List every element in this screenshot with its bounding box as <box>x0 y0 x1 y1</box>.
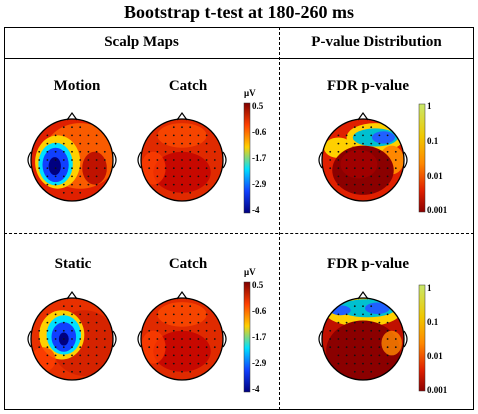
p-tick: 0.001 <box>427 385 448 395</box>
column-header-p-value-distribution: P-value Distribution <box>311 34 442 50</box>
scalp-map-motion <box>27 111 117 202</box>
p-tick: 0.1 <box>427 317 439 327</box>
header-separator <box>4 58 474 59</box>
map-label-static: Static <box>54 256 92 272</box>
amp-tick: -0.6 <box>252 127 267 137</box>
map-label-fdr-p-value-2: FDR p-value <box>326 256 410 272</box>
p-tick: 1 <box>427 101 432 111</box>
amp-tick: -1.7 <box>252 153 267 163</box>
amp-tick: 0.5 <box>252 101 264 111</box>
amp-tick: 0.5 <box>252 280 264 290</box>
map-label-catch-1: Catch <box>168 78 208 94</box>
map-label-catch-2: Catch <box>168 256 208 272</box>
amp-colorbar-1 <box>243 102 251 214</box>
p-colorbar-2 <box>418 284 426 392</box>
amp-tick: -2.9 <box>252 179 267 189</box>
amp-colorbar-unit-2: μV <box>244 267 256 277</box>
p-tick: 0.001 <box>427 205 448 215</box>
p-tick: 0.1 <box>427 136 439 146</box>
p-tick: 1 <box>427 283 432 293</box>
p-tick: 0.01 <box>427 171 443 181</box>
p-tick: 0.01 <box>427 351 443 361</box>
map-label-fdr-p-value-1: FDR p-value <box>326 78 410 94</box>
amp-colorbar-unit-1: μV <box>244 88 256 98</box>
scalp-map-fdr-p-value-2 <box>318 290 408 381</box>
column-separator <box>279 27 280 410</box>
row-separator <box>4 233 474 234</box>
scalp-map-static <box>27 290 117 381</box>
amp-tick: -2.9 <box>252 358 267 368</box>
figure-title: Bootstrap t-test at 180-260 ms <box>124 2 354 22</box>
amp-tick: -4 <box>252 205 260 215</box>
column-header-scalp-maps: Scalp Maps <box>104 34 179 50</box>
amp-tick: -4 <box>252 384 260 394</box>
scalp-map-catch-1 <box>137 111 227 202</box>
amp-colorbar-2 <box>243 281 251 393</box>
amp-tick: -0.6 <box>252 306 267 316</box>
map-label-motion: Motion <box>53 78 101 94</box>
amp-tick: -1.7 <box>252 332 267 342</box>
scalp-map-fdr-p-value-1 <box>318 111 408 202</box>
scalp-map-catch-2 <box>137 290 227 381</box>
p-colorbar-1 <box>418 103 426 213</box>
figure-frame <box>4 27 474 410</box>
